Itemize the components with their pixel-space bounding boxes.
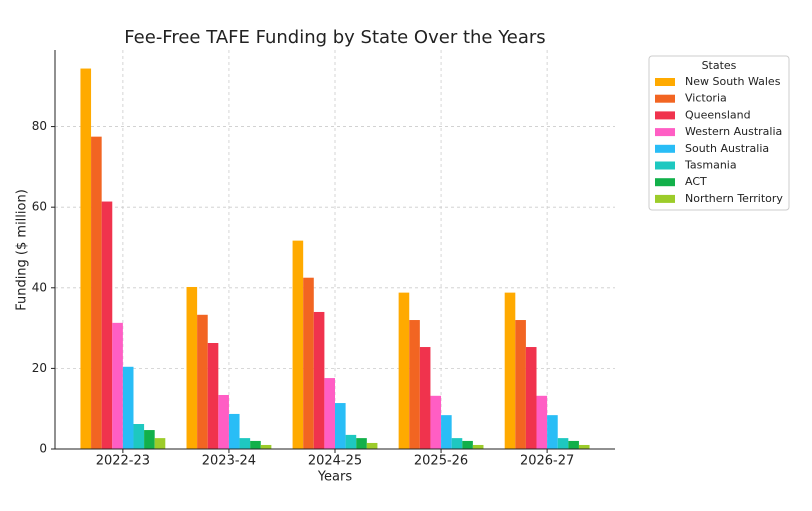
x-tick-label: 2024-25: [308, 454, 362, 469]
legend-label: New South Wales: [685, 75, 781, 88]
legend-swatch: [655, 78, 675, 86]
bar: [356, 438, 367, 449]
bar: [313, 311, 325, 449]
bar: [303, 277, 314, 449]
chart-title: Fee-Free TAFE Funding by State Over the …: [124, 27, 545, 48]
legend-swatch: [655, 111, 675, 120]
y-axis-label: Funding ($ million): [15, 189, 30, 311]
y-tick-label: 80: [32, 119, 47, 133]
bar: [154, 438, 166, 449]
bar: [366, 442, 378, 449]
bar: [335, 403, 346, 449]
bar: [419, 347, 431, 449]
legend-box: [648, 55, 790, 211]
legend-swatch: [655, 194, 675, 203]
bar: [218, 394, 229, 449]
bar: [345, 434, 357, 449]
bar: [101, 201, 113, 449]
bar: [398, 292, 410, 449]
bar: [197, 314, 208, 449]
bar: [91, 136, 102, 449]
legend-swatch: [655, 178, 675, 187]
bar: [504, 292, 516, 449]
bar: [144, 430, 155, 449]
legend-label: Victoria: [685, 92, 727, 105]
bar: [292, 240, 304, 449]
bar: [472, 444, 484, 449]
x-tick-label: 2025-26: [414, 454, 468, 469]
bar: [207, 343, 219, 449]
legend: States New South Wales Victoria Queensland…: [648, 55, 790, 211]
legend-label: ACT: [685, 175, 707, 188]
bar: [228, 413, 240, 449]
bar: [568, 440, 579, 449]
bar: [112, 322, 123, 449]
legend-swatch: [655, 144, 675, 153]
legend-label: Northern Territory: [685, 192, 783, 205]
y-tick-label: 40: [32, 280, 47, 294]
bar: [536, 395, 548, 449]
bar: [409, 320, 420, 449]
legend-swatch: [655, 161, 675, 170]
bar: [186, 286, 198, 449]
legend-label: Tasmania: [684, 159, 737, 172]
x-tick-label: 2023-24: [202, 454, 256, 469]
y-tick-label: 60: [32, 200, 47, 214]
bar: [462, 440, 473, 449]
legend-swatch: [655, 128, 675, 137]
legend-label: South Australia: [685, 142, 769, 155]
bar: [80, 68, 92, 449]
x-tick-label: 2022-23: [96, 454, 150, 469]
x-axis-label: Years: [317, 470, 353, 485]
bar: [122, 366, 134, 449]
bar: [525, 347, 537, 449]
legend-label: Western Australia: [685, 125, 782, 138]
y-tick-label: 0: [39, 442, 47, 456]
bar: [133, 424, 145, 449]
bar: [451, 438, 463, 449]
bar: [250, 440, 261, 449]
legend-label: Queensland: [685, 108, 751, 121]
bar: [239, 438, 251, 449]
bar: [430, 395, 442, 449]
y-tick-label: 20: [32, 361, 47, 375]
bar: [324, 378, 335, 449]
bar: [557, 438, 569, 449]
legend-title: States: [702, 59, 737, 72]
legend-swatch: [655, 94, 675, 103]
bar: [260, 444, 272, 449]
bar: [515, 320, 526, 449]
bar: [441, 415, 452, 449]
x-tick-label: 2026-27: [520, 454, 574, 469]
bar: [547, 415, 558, 449]
bar: [578, 444, 590, 449]
